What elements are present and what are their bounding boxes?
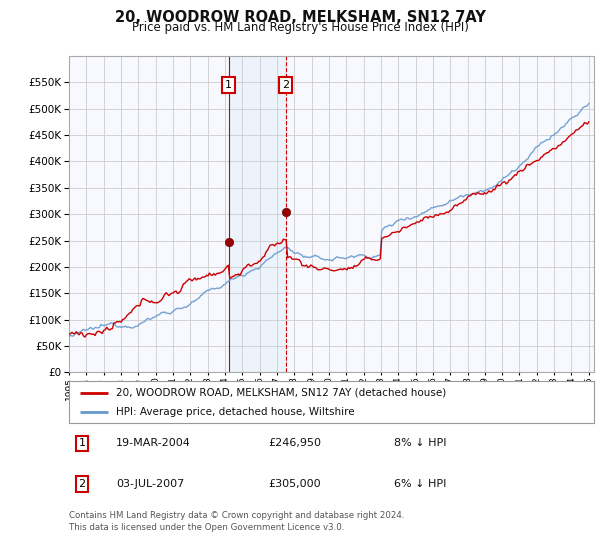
- Text: HPI: Average price, detached house, Wiltshire: HPI: Average price, detached house, Wilt…: [116, 407, 355, 417]
- Text: £305,000: £305,000: [269, 479, 321, 489]
- Text: £246,950: £246,950: [269, 438, 322, 449]
- Text: 19-MAR-2004: 19-MAR-2004: [116, 438, 191, 449]
- Text: 20, WOODROW ROAD, MELKSHAM, SN12 7AY: 20, WOODROW ROAD, MELKSHAM, SN12 7AY: [115, 10, 485, 25]
- Text: 03-JUL-2007: 03-JUL-2007: [116, 479, 185, 489]
- Text: 1: 1: [225, 80, 232, 90]
- Bar: [229, 56, 286, 372]
- Text: 6% ↓ HPI: 6% ↓ HPI: [395, 479, 447, 489]
- Text: 2: 2: [282, 80, 289, 90]
- Text: 20, WOODROW ROAD, MELKSHAM, SN12 7AY (detached house): 20, WOODROW ROAD, MELKSHAM, SN12 7AY (de…: [116, 388, 446, 398]
- Text: 8% ↓ HPI: 8% ↓ HPI: [395, 438, 447, 449]
- Text: Price paid vs. HM Land Registry's House Price Index (HPI): Price paid vs. HM Land Registry's House …: [131, 21, 469, 34]
- Text: 2: 2: [79, 479, 86, 489]
- Text: 1: 1: [79, 438, 86, 449]
- Text: Contains HM Land Registry data © Crown copyright and database right 2024.
This d: Contains HM Land Registry data © Crown c…: [69, 511, 404, 531]
